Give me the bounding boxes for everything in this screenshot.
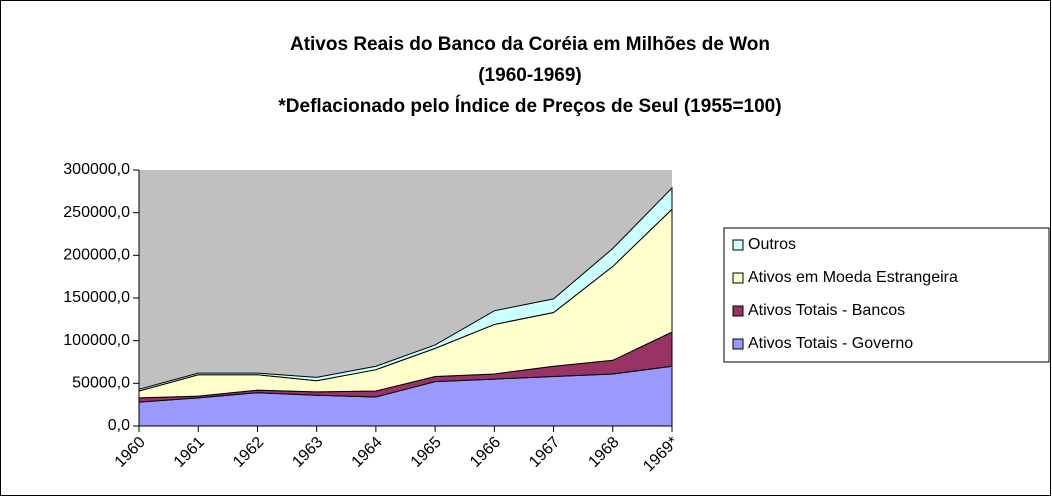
- legend-swatch: [732, 305, 744, 317]
- legend-label: Outros: [748, 236, 796, 253]
- legend-swatch: [732, 239, 744, 251]
- legend-swatch: [732, 338, 744, 350]
- y-tick-label: 300000,0: [63, 161, 130, 178]
- chart-title: *Deflacionado pelo Índice de Preços de S…: [278, 95, 781, 117]
- area: [138, 186, 673, 392]
- y-tick-label: 250000,0: [63, 204, 130, 221]
- y-tick-label: 0,0: [108, 417, 130, 434]
- y-tick-label: 100000,0: [63, 332, 130, 349]
- chart-title: Ativos Reais do Banco da Coréia em Milhõ…: [290, 34, 770, 55]
- legend-label: Ativos Totais - Bancos: [748, 302, 905, 319]
- y-tick-label: 200000,0: [63, 247, 130, 264]
- legend-swatch: [732, 272, 744, 284]
- legend-label: Ativos Totais - Governo: [748, 335, 913, 352]
- legend-label: Ativos em Moeda Estrangeira: [748, 269, 958, 286]
- y-tick-label: 150000,0: [63, 289, 130, 306]
- legend-box: [723, 227, 1050, 363]
- chart-title: (1960-1969): [478, 65, 582, 86]
- y-tick-label: 50000,0: [72, 375, 130, 392]
